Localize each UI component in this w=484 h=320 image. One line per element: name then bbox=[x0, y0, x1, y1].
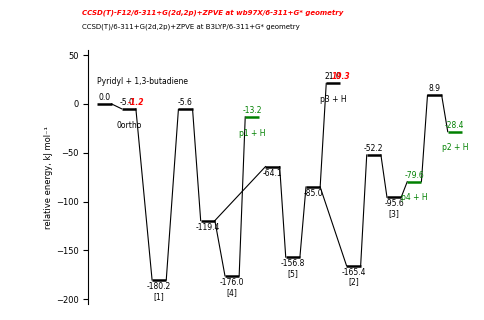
Text: p2 + H: p2 + H bbox=[441, 143, 468, 152]
Text: 0.0: 0.0 bbox=[98, 93, 110, 102]
Text: -64.1: -64.1 bbox=[263, 169, 282, 178]
Text: -165.4: -165.4 bbox=[341, 268, 366, 276]
Text: -95.6: -95.6 bbox=[384, 199, 404, 208]
Text: -28.4: -28.4 bbox=[445, 121, 465, 130]
Text: [3]: [3] bbox=[389, 209, 399, 218]
Text: 21.0: 21.0 bbox=[325, 72, 342, 82]
Text: 0ortho: 0ortho bbox=[116, 121, 141, 130]
Text: p4 + H: p4 + H bbox=[401, 193, 428, 203]
Text: [2]: [2] bbox=[348, 277, 359, 286]
Text: [1]: [1] bbox=[154, 292, 165, 301]
Text: 8.9: 8.9 bbox=[428, 84, 440, 93]
Text: [4]: [4] bbox=[227, 288, 238, 297]
Text: -1.2: -1.2 bbox=[128, 98, 145, 107]
Text: -156.8: -156.8 bbox=[281, 259, 305, 268]
Text: Pyridyl + 1,3-butadiene: Pyridyl + 1,3-butadiene bbox=[97, 77, 188, 86]
Text: p3 + H: p3 + H bbox=[320, 95, 347, 104]
Text: 19.3: 19.3 bbox=[332, 72, 350, 82]
Text: -5.0: -5.0 bbox=[120, 98, 134, 107]
Text: -5.6: -5.6 bbox=[178, 99, 193, 108]
Text: p1 + H: p1 + H bbox=[239, 129, 266, 138]
Text: [5]: [5] bbox=[287, 269, 298, 278]
Text: -180.2: -180.2 bbox=[147, 282, 171, 291]
Y-axis label: relative energy, kJ mol⁻¹: relative energy, kJ mol⁻¹ bbox=[44, 126, 53, 229]
Text: -79.6: -79.6 bbox=[405, 171, 424, 180]
Text: CCSD(T)-F12/6-311+G(2d,2p)+ZPVE at wb97X/6-311+G* geometry: CCSD(T)-F12/6-311+G(2d,2p)+ZPVE at wb97X… bbox=[82, 10, 344, 16]
Text: CCSD(T)/6-311+G(2d,2p)+ZPVE at B3LYP/6-311+G* geometry: CCSD(T)/6-311+G(2d,2p)+ZPVE at B3LYP/6-3… bbox=[82, 24, 300, 30]
Text: -85.0: -85.0 bbox=[303, 189, 323, 198]
Text: -52.2: -52.2 bbox=[364, 144, 384, 153]
Text: -119.4: -119.4 bbox=[196, 222, 220, 232]
Text: -13.2: -13.2 bbox=[242, 106, 262, 115]
Text: -176.0: -176.0 bbox=[220, 278, 244, 287]
